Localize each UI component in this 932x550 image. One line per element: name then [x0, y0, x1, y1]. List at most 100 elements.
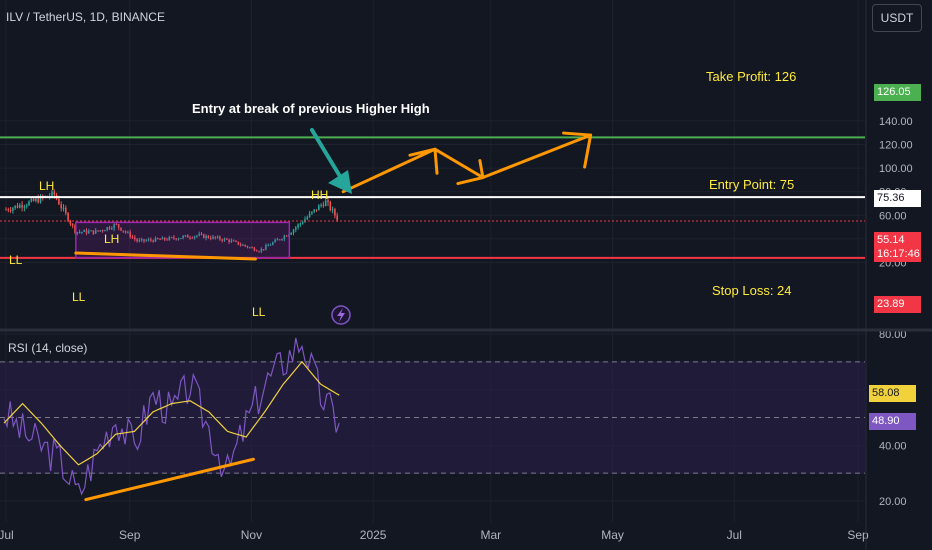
candle-body: [214, 236, 217, 238]
candle-body: [175, 238, 177, 240]
rsi-tick-label: 40.00: [879, 440, 907, 452]
time-tick-label: Nov: [241, 528, 262, 542]
rsi-bands: [0, 361, 865, 474]
candle-body: [198, 234, 200, 236]
rsi-tick-label: 20.00: [879, 496, 907, 508]
candle-body: [161, 237, 164, 240]
candle-body: [5, 209, 7, 211]
candle-body: [71, 223, 74, 226]
label-lh-1: LH: [39, 179, 54, 193]
candle-body: [166, 239, 168, 241]
candle-body: [216, 236, 219, 238]
candle-body: [212, 236, 214, 239]
candle-body: [203, 234, 205, 238]
candle-body: [242, 244, 244, 246]
candle-body: [313, 209, 315, 212]
candles: [5, 189, 338, 254]
candle-body: [147, 239, 150, 241]
current-price-value: 55.14: [877, 234, 905, 246]
projection-path: [341, 133, 593, 194]
candle-body: [159, 239, 161, 241]
rsi-lines: [3, 337, 340, 496]
candle-body: [324, 200, 327, 207]
candle-body: [334, 209, 336, 216]
candle-body: [177, 238, 180, 240]
candle-body: [315, 209, 318, 211]
candle-body: [189, 237, 191, 239]
candle-body: [35, 198, 37, 201]
callout-arrow-head: [328, 170, 352, 194]
candle-body: [117, 224, 120, 228]
stop-loss-price-tag: 23.89: [874, 296, 921, 313]
candle-body: [115, 224, 118, 226]
label-ll-2: LL: [72, 290, 86, 304]
candle-body: [311, 211, 313, 214]
candle-body: [7, 209, 10, 211]
projection-arrowhead: [562, 131, 593, 169]
candle-body: [90, 230, 92, 232]
candle-body: [186, 235, 189, 238]
candle-body: [140, 239, 143, 241]
candle-body: [200, 234, 203, 236]
candle-body: [39, 196, 42, 203]
take-profit-label: Take Profit: 126: [706, 69, 796, 84]
candle-body: [205, 235, 207, 238]
candle-body: [180, 238, 182, 240]
candle-body: [106, 227, 108, 231]
candle-body: [108, 227, 111, 229]
candle-body: [230, 240, 233, 242]
candle-body: [143, 239, 145, 241]
candle-body: [228, 239, 230, 242]
symbol-title[interactable]: ILV / TetherUS, 1D, BINANCE: [6, 10, 165, 24]
candle-body: [239, 244, 242, 246]
price-trendline: [74, 251, 257, 261]
stop-loss-label: Stop Loss: 24: [712, 283, 792, 298]
candle-body: [276, 239, 279, 241]
candle-body: [163, 237, 166, 240]
rsi-indicator-label[interactable]: RSI (14, close): [8, 341, 88, 355]
candle-body: [88, 231, 90, 234]
current-price-tag: 55.14 16:17:46: [874, 232, 921, 262]
candle-body: [322, 204, 325, 207]
projection-arrowhead: [408, 147, 439, 175]
candle-body: [262, 249, 265, 251]
candle-body: [299, 223, 302, 225]
candle-body: [278, 239, 281, 241]
candle-body: [285, 235, 288, 237]
currency-button[interactable]: USDT: [872, 4, 922, 32]
candle-body: [99, 230, 102, 232]
candle-body: [131, 237, 134, 239]
candle-body: [173, 237, 175, 239]
candle-body: [267, 245, 269, 247]
candle-body: [19, 204, 21, 208]
candle-body: [191, 237, 194, 239]
candle-body: [104, 230, 106, 232]
candle-body: [12, 207, 14, 211]
candle-body: [97, 230, 99, 232]
candle-body: [265, 245, 267, 250]
candle-body: [221, 239, 223, 241]
candle-body: [292, 229, 295, 234]
candle-body: [37, 198, 39, 203]
candle-body: [154, 238, 157, 242]
candle-body: [28, 201, 30, 206]
candle-body: [168, 237, 171, 240]
candle-body: [83, 230, 85, 232]
bar-countdown: 16:17:46: [877, 248, 920, 260]
candle-body: [295, 227, 297, 230]
lightning-icon[interactable]: [331, 305, 351, 325]
candle-body: [274, 239, 276, 243]
candle-body: [62, 207, 65, 209]
candle-body: [329, 202, 332, 211]
candle-body: [124, 231, 127, 233]
candle-body: [283, 235, 286, 240]
candle-body: [281, 239, 283, 241]
candle-body: [65, 207, 67, 214]
rsi-value-tag: 58.08: [869, 385, 916, 402]
candle-body: [306, 217, 309, 220]
callout-arrow-shaft: [310, 128, 343, 180]
candle-body: [170, 237, 173, 239]
candle-body: [219, 236, 221, 240]
candle-body: [318, 205, 320, 211]
